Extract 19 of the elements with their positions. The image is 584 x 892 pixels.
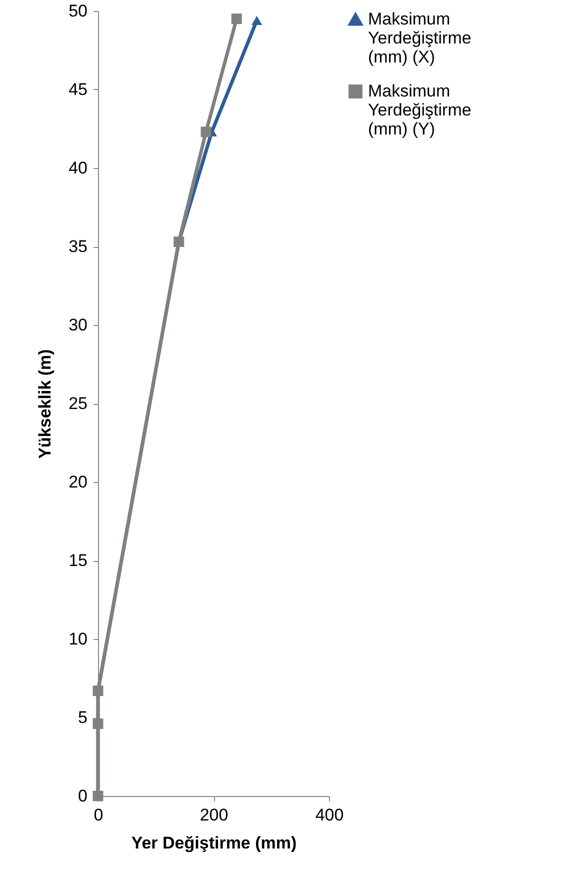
- legend-label: Maksimum Yerdeğiştirme (mm) (Y): [368, 82, 472, 138]
- y-tick-label: 20: [68, 472, 88, 492]
- x-axis-title: Yer Değiştirme (mm): [131, 834, 297, 852]
- y-tick-label: 40: [68, 158, 88, 178]
- y-tick-label: 15: [68, 551, 88, 570]
- legend-label: Maksimum Yerdeğiştirme (mm) (X): [368, 10, 472, 66]
- y-tick-label: 25: [68, 394, 88, 413]
- y-tick-label: 5: [78, 708, 88, 727]
- y-tick-label: 10: [68, 630, 88, 648]
- y-tick-label: 30: [68, 316, 88, 334]
- x-tick-label: 200: [200, 806, 228, 824]
- x-tick-label: 400: [315, 806, 344, 824]
- x-tick-label: 0: [94, 806, 104, 824]
- y-axis-title: Yükseklik (m): [36, 349, 55, 459]
- y-tick-label: 45: [68, 80, 88, 99]
- y-tick-label: 50: [68, 2, 88, 20]
- point: [231, 14, 242, 24]
- y-tick-label: 35: [68, 237, 88, 256]
- y-tick-label: 0: [78, 786, 88, 806]
